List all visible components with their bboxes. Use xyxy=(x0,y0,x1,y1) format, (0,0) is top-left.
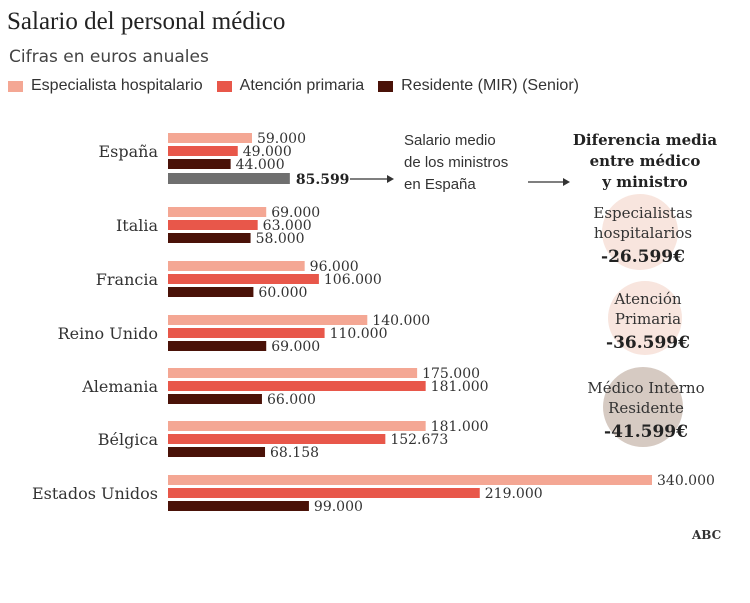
bar xyxy=(168,207,267,217)
bar xyxy=(168,501,309,511)
difference-label-line: Médico Interno xyxy=(587,379,704,397)
category-label: España xyxy=(98,142,158,161)
legend-label-residente: Residente (MIR) (Senior) xyxy=(401,77,579,94)
category-label: Italia xyxy=(116,216,159,235)
difference-value: -36.599€ xyxy=(606,333,690,353)
diferencia-heading-line: entre médico xyxy=(590,152,701,170)
ministros-note-line: de los ministros xyxy=(404,154,508,171)
bar-value-label: 140.000 xyxy=(372,313,430,329)
difference-circle xyxy=(602,194,678,270)
bar xyxy=(168,233,251,243)
difference-value: -41.599€ xyxy=(604,422,688,442)
legend-swatch-residente xyxy=(378,80,394,92)
bar-value-label: 181.000 xyxy=(431,379,489,395)
bar-value-label: 106.000 xyxy=(324,272,382,288)
bar xyxy=(168,488,480,498)
diferencia-heading-line: Diferencia media xyxy=(573,131,717,149)
bar-value-label: 69.000 xyxy=(271,339,320,355)
bar-value-label: 219.000 xyxy=(485,486,543,502)
bar xyxy=(168,475,652,485)
difference-label-line: Primaria xyxy=(615,310,681,328)
chart-subtitle: Cifras en euros anuales xyxy=(9,47,209,67)
difference-label-line: Atención xyxy=(613,290,681,308)
bar xyxy=(168,368,418,378)
bar xyxy=(168,394,262,404)
bar-value-label: 44.000 xyxy=(236,157,285,173)
category-label: Bélgica xyxy=(98,430,159,449)
bar-value-label: 68.158 xyxy=(270,445,319,461)
legend-item-atencion: Atención primaria xyxy=(216,77,365,95)
bar-value-label: 110.000 xyxy=(330,326,388,342)
chart-title: Salario del personal médico xyxy=(7,8,286,35)
bar-value-label: 63.000 xyxy=(263,218,312,234)
bar-value-label: 59.000 xyxy=(257,131,306,147)
bar xyxy=(168,434,386,444)
legend-label-especialista: Especialista hospitalario xyxy=(31,77,203,94)
difference-label-line: hospitalarios xyxy=(594,224,692,242)
legend-item-especialista: Especialista hospitalario xyxy=(8,77,203,95)
bar xyxy=(168,447,266,457)
bar-value-label: 99.000 xyxy=(314,499,363,515)
legend-swatch-atencion xyxy=(216,80,232,92)
arrow-head xyxy=(387,175,394,183)
bar xyxy=(168,261,305,271)
bar-value-label: 181.000 xyxy=(431,419,489,435)
difference-circle xyxy=(603,367,683,447)
diferencia-heading-line: y ministro xyxy=(601,173,687,191)
bar-value-label: 69.000 xyxy=(271,205,320,221)
bar-ministros xyxy=(168,173,290,184)
bar-value-label: 49.000 xyxy=(243,144,292,160)
source-credit: ABC xyxy=(692,528,722,542)
category-label: Francia xyxy=(96,270,159,289)
category-label: Alemania xyxy=(81,377,158,396)
ministros-value-label: 85.599 xyxy=(296,172,350,188)
difference-circle xyxy=(608,281,682,355)
bar xyxy=(168,328,325,338)
bar xyxy=(168,341,267,351)
ministros-note-line: en España xyxy=(404,176,476,193)
bar-value-label: 58.000 xyxy=(256,231,305,247)
bar xyxy=(168,133,252,143)
bar xyxy=(168,146,238,156)
bar-value-label: 60.000 xyxy=(258,285,307,301)
arrow-head xyxy=(563,178,570,186)
ministros-note-line: Salario medio xyxy=(404,132,496,149)
legend-swatch-especialista xyxy=(8,80,23,92)
legend-label-atencion: Atención primaria xyxy=(239,77,365,94)
bar-value-label: 152.673 xyxy=(390,432,448,448)
bar-value-label: 175.000 xyxy=(422,366,480,382)
category-label: Reino Unido xyxy=(58,324,158,343)
bar xyxy=(168,274,319,284)
bar xyxy=(168,287,254,297)
bar xyxy=(168,220,258,230)
difference-value: -26.599€ xyxy=(601,247,685,267)
bar xyxy=(168,159,231,169)
bar xyxy=(168,315,368,325)
legend: Especialista hospitalario Atención prima… xyxy=(8,76,593,96)
bar xyxy=(168,421,426,431)
category-label: Estados Unidos xyxy=(32,484,158,503)
bar xyxy=(168,381,426,391)
bar-value-label: 66.000 xyxy=(267,392,316,408)
bar-value-label: 340.000 xyxy=(657,473,715,489)
difference-label-line: Residente xyxy=(608,399,684,417)
bar-value-label: 96.000 xyxy=(310,259,359,275)
difference-label-line: Especialistas xyxy=(593,204,692,222)
legend-item-residente: Residente (MIR) (Senior) xyxy=(378,77,579,95)
